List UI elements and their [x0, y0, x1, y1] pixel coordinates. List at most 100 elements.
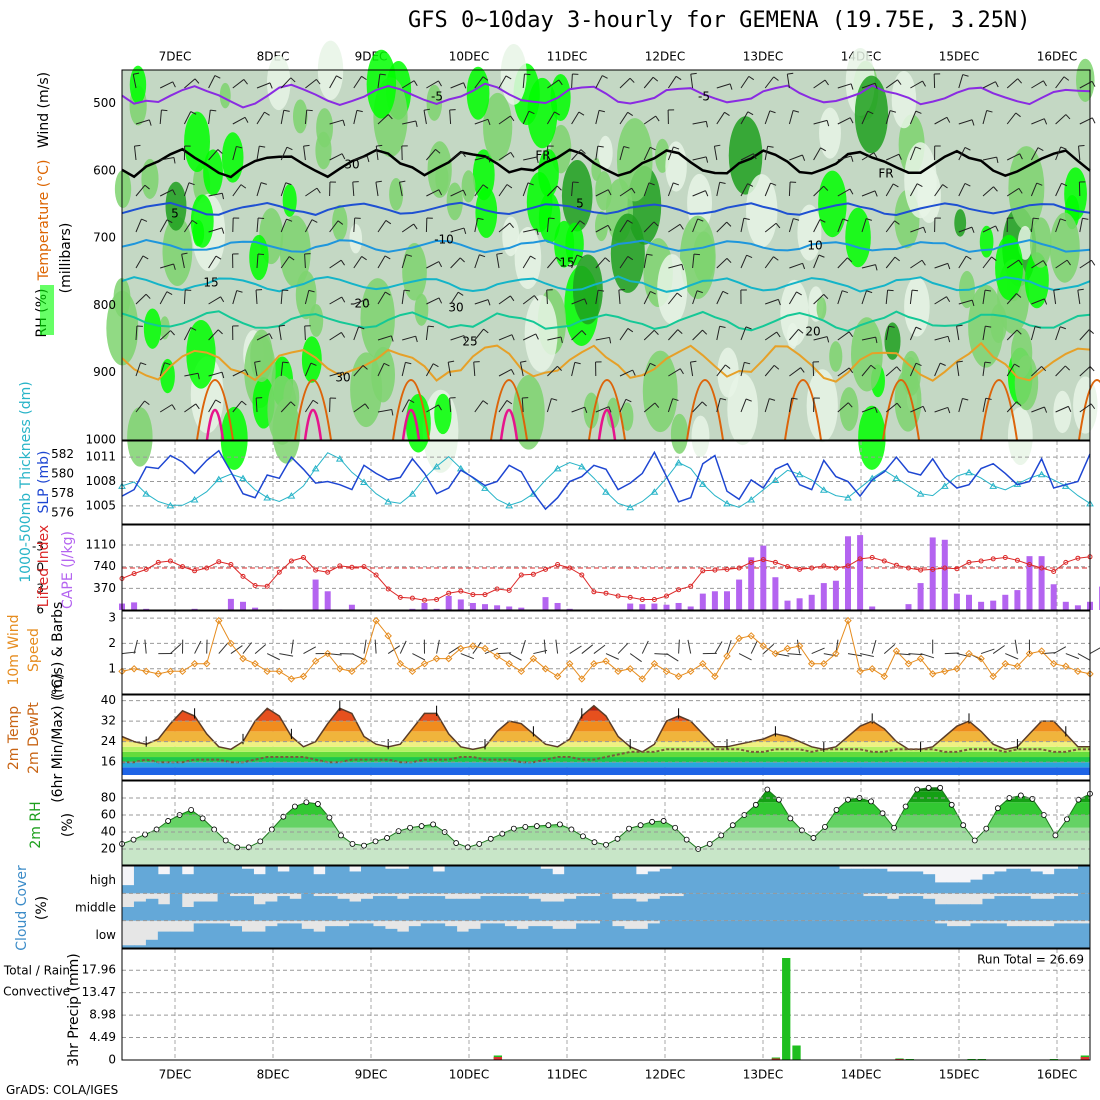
wind-barb [667, 182, 674, 197]
wind10m-barb [279, 653, 294, 657]
thickness-marker [819, 486, 828, 493]
wind-barb [837, 218, 844, 233]
rh2m-marker [291, 803, 298, 810]
wind-barb-flag [800, 367, 805, 373]
wind-barb [522, 74, 525, 89]
pressure-axis-label: (millibars) [58, 223, 74, 294]
cape-bar [675, 602, 682, 610]
wind-barb [184, 372, 199, 377]
cloud-low-cell [1042, 926, 1055, 948]
wind-barb [402, 120, 416, 125]
wind-barb [764, 364, 775, 377]
isotherm-30-loop [588, 379, 626, 441]
wind-barb-flag [1091, 260, 1096, 266]
cloud-high-cell [839, 868, 852, 894]
lifted-index-marker [833, 565, 839, 571]
wind-barb [377, 220, 387, 233]
cloud-low-cell [133, 945, 147, 948]
wind-barb-flag [438, 189, 443, 196]
wind-speed-marker [759, 642, 768, 650]
x-tick-label-top: 7DEC [159, 50, 192, 64]
rh2m-marker [476, 841, 483, 847]
cape-bar [699, 593, 706, 610]
wind-barb-flag [574, 361, 581, 365]
wind-barb [643, 402, 656, 413]
cloud-low-cell [934, 923, 948, 948]
wind-barb-flag [438, 80, 442, 87]
x-tick-label-bottom: 15DEC [939, 1068, 979, 1082]
cloud-low-cell [528, 926, 541, 948]
cloud-high-cell [850, 868, 864, 894]
rh2m-marker [614, 835, 621, 842]
wind-barb-flag [646, 253, 653, 256]
wind-speed-marker [348, 667, 356, 676]
wind-barb-flag [679, 224, 684, 230]
upper-air-frame [121, 69, 1091, 441]
isotherm-30-loop [686, 379, 724, 441]
wind-barb [521, 397, 524, 413]
wind-barb-flag [1017, 78, 1023, 84]
wind-barb [837, 257, 848, 269]
wind-barb [449, 109, 452, 125]
wind-barb [619, 219, 628, 233]
rh-shade [565, 222, 584, 266]
wind-barb-flag [576, 254, 583, 258]
rh-shade [595, 210, 608, 242]
contour-label: 30 [448, 301, 463, 315]
wind10m-barb [399, 640, 407, 654]
wind-barb-flag [1063, 76, 1070, 81]
wind-barb [1006, 187, 1020, 197]
wind-barb [692, 120, 707, 125]
wind-barb [764, 331, 778, 341]
cloud-middle-cell [910, 896, 924, 921]
wind-barb-flag [743, 217, 750, 220]
wind-barb-flag [133, 72, 140, 75]
rh2m-marker [326, 814, 333, 821]
wind-barb [885, 220, 895, 233]
wind-barb-flag [915, 326, 922, 330]
wind-barb-flag [627, 111, 633, 117]
cloud-middle-cell [731, 893, 744, 921]
lifted-index-marker [1039, 565, 1045, 571]
x-tick-label-top: 15DEC [939, 50, 979, 64]
rh-shade [845, 207, 871, 268]
cloud-middle-cell [767, 893, 780, 921]
wind10m-barb [170, 643, 182, 654]
rh-shade [806, 369, 838, 443]
wind-barb [619, 187, 632, 197]
temp2m-frame [121, 694, 1091, 781]
cloud-high-cell [145, 866, 159, 894]
wind-barb [789, 367, 801, 377]
wind-speed-marker [989, 672, 997, 681]
temp-tick-label: 16 [101, 755, 116, 769]
wind-speed-marker [553, 672, 562, 681]
wind-barb-flag [681, 264, 684, 271]
wind-barb [788, 181, 791, 197]
rh2m-marker [545, 822, 552, 829]
wind-barb-flag [745, 326, 752, 330]
wind-barb [643, 363, 651, 377]
cloud-middle-cell [886, 898, 900, 921]
wind10m-barb [290, 639, 294, 654]
cloud-low-cell [361, 923, 374, 948]
wind-barb-flag [1066, 259, 1071, 266]
wind10m-barb [242, 642, 252, 654]
thickness-marker [553, 464, 562, 472]
lifted-index-marker [700, 568, 706, 574]
rh-shade [405, 394, 431, 453]
wind-barb [1030, 326, 1036, 341]
wind10m-barb [714, 641, 723, 654]
wind-barb [716, 291, 724, 305]
lifted-index-marker [930, 566, 936, 572]
wind-barb [667, 76, 677, 89]
cloud-low-cell [839, 920, 852, 948]
wind-barb-flag [896, 402, 902, 409]
wind-barb [474, 118, 489, 125]
wind-barb-flag [215, 255, 222, 260]
wind-barb-flag [894, 220, 900, 225]
rh-shade [472, 149, 495, 201]
isotherm-30-loop [1078, 379, 1100, 441]
wind-barb [813, 119, 828, 125]
isotherm-35-loop [401, 408, 421, 441]
